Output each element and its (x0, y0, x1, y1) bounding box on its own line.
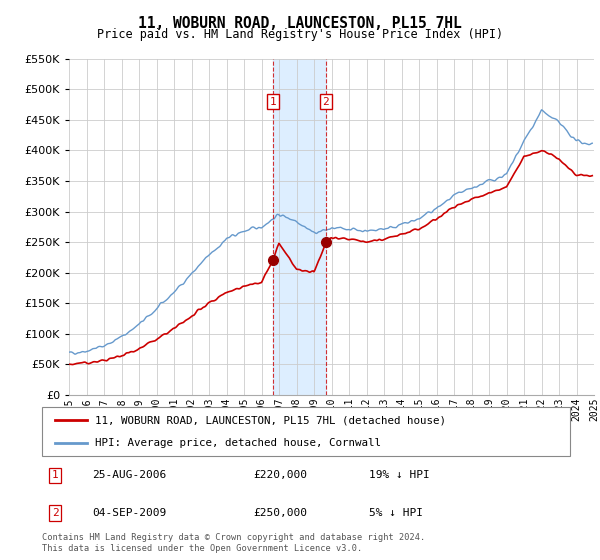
Bar (273, 59, 326, 395)
Text: 1: 1 (269, 96, 276, 106)
Text: HPI: Average price, detached house, Cornwall: HPI: Average price, detached house, Corn… (95, 438, 381, 448)
Text: £220,000: £220,000 (253, 470, 307, 480)
Text: 04-SEP-2009: 04-SEP-2009 (92, 508, 166, 518)
Text: Price paid vs. HM Land Registry's House Price Index (HPI): Price paid vs. HM Land Registry's House … (97, 28, 503, 41)
Text: Contains HM Land Registry data © Crown copyright and database right 2024.
This d: Contains HM Land Registry data © Crown c… (42, 533, 425, 553)
Text: 2: 2 (322, 96, 329, 106)
FancyBboxPatch shape (42, 407, 570, 456)
Text: 2: 2 (52, 508, 59, 518)
Text: 25-AUG-2006: 25-AUG-2006 (92, 470, 166, 480)
Text: £250,000: £250,000 (253, 508, 307, 518)
Text: 11, WOBURN ROAD, LAUNCESTON, PL15 7HL: 11, WOBURN ROAD, LAUNCESTON, PL15 7HL (138, 16, 462, 31)
Text: 5% ↓ HPI: 5% ↓ HPI (370, 508, 424, 518)
Text: 1: 1 (52, 470, 59, 480)
Text: 19% ↓ HPI: 19% ↓ HPI (370, 470, 430, 480)
Text: 11, WOBURN ROAD, LAUNCESTON, PL15 7HL (detached house): 11, WOBURN ROAD, LAUNCESTON, PL15 7HL (d… (95, 416, 446, 426)
